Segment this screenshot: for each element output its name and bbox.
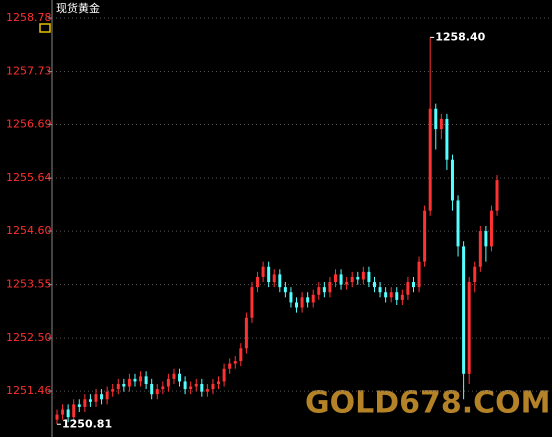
- candle-body: [367, 271, 371, 283]
- annotation-label: 1250.81: [62, 417, 112, 430]
- candle-body: [328, 282, 332, 293]
- candle-body: [473, 266, 477, 283]
- candle-body: [88, 399, 92, 402]
- candle-body: [428, 108, 432, 211]
- candle-body: [395, 292, 399, 300]
- candle-body: [66, 409, 70, 418]
- candle-body: [322, 287, 326, 293]
- candle-body: [389, 292, 393, 298]
- candle-body: [55, 414, 59, 420]
- candle-body: [178, 373, 182, 382]
- candle-body: [350, 276, 354, 283]
- candle-body: [484, 231, 488, 247]
- candle-body: [456, 200, 460, 247]
- candle-body: [267, 266, 271, 283]
- candle-body: [233, 361, 237, 364]
- candle-body: [423, 210, 427, 262]
- candle-body: [261, 266, 265, 277]
- candle-body: [462, 246, 466, 374]
- candle-body: [384, 292, 388, 298]
- candle-body: [105, 391, 109, 400]
- candle-body: [116, 383, 120, 390]
- candle-body: [400, 294, 404, 300]
- watermark: GOLD678.COM: [305, 386, 551, 421]
- marker-icon: [39, 23, 51, 33]
- candle-body: [295, 302, 299, 308]
- candle-body: [133, 378, 137, 382]
- candle-body: [150, 383, 154, 395]
- candle-body: [144, 376, 148, 384]
- candle-body: [222, 368, 226, 382]
- y-tick-label: 1253.55: [6, 278, 52, 291]
- candle-body: [139, 376, 143, 382]
- candle-body: [339, 274, 343, 285]
- candle-body: [311, 294, 315, 303]
- candle-body: [111, 389, 115, 392]
- candle-body: [417, 261, 421, 288]
- candle-body: [122, 383, 126, 387]
- candle-body: [334, 274, 337, 283]
- candle-body: [489, 210, 493, 247]
- candle-body: [434, 108, 438, 130]
- candle-body: [372, 282, 376, 288]
- candle-body: [289, 292, 293, 303]
- candle-body: [278, 274, 282, 288]
- y-tick-label: 1258.78: [6, 11, 52, 24]
- candle-body: [100, 394, 104, 400]
- candle-body: [356, 276, 360, 280]
- y-tick-label: 1255.64: [6, 171, 52, 184]
- candle-body: [306, 297, 310, 303]
- candle-body: [77, 404, 81, 407]
- candle-body: [166, 378, 170, 387]
- candle-body: [283, 287, 287, 293]
- candle-body: [244, 317, 248, 349]
- candle-body: [361, 271, 365, 280]
- candle-body: [211, 383, 215, 390]
- candle-body: [228, 363, 232, 369]
- candle-body: [189, 386, 193, 390]
- y-tick-label: 1252.50: [6, 331, 52, 344]
- candle-body: [205, 389, 209, 392]
- candle-body: [127, 378, 131, 387]
- candle-body: [439, 118, 443, 130]
- annotation-label: 1258.40: [435, 30, 485, 43]
- candle-body: [194, 383, 198, 387]
- candle-body: [83, 399, 87, 407]
- candle-body: [378, 287, 382, 293]
- candle-body: [272, 274, 276, 283]
- candle-body: [239, 348, 243, 362]
- candle-body: [406, 282, 410, 295]
- candle-body: [61, 409, 65, 415]
- y-tick-label: 1251.46: [6, 384, 52, 397]
- candle-body: [94, 394, 98, 402]
- y-tick-label: 1256.69: [6, 118, 52, 131]
- candle-body: [161, 386, 165, 390]
- candle-body: [300, 297, 304, 308]
- y-tick-label: 1257.73: [6, 65, 52, 78]
- candle-body: [345, 282, 349, 285]
- candle-body: [72, 404, 76, 418]
- y-tick-label: 1254.60: [6, 224, 52, 237]
- candle-body: [256, 276, 260, 288]
- candle-body: [478, 231, 482, 267]
- candle-body: [250, 287, 254, 318]
- candle-body: [155, 389, 159, 395]
- candle-body: [200, 383, 204, 392]
- candle-body: [317, 287, 321, 295]
- candle-body: [411, 282, 415, 288]
- candle-body: [467, 282, 471, 374]
- candle-body: [495, 180, 499, 211]
- candle-body: [183, 381, 187, 390]
- candle-body: [445, 118, 449, 160]
- candle-body: [450, 159, 454, 201]
- candle-body: [217, 381, 221, 384]
- chart-title: 现货黄金: [56, 1, 100, 15]
- candle-body: [172, 373, 176, 379]
